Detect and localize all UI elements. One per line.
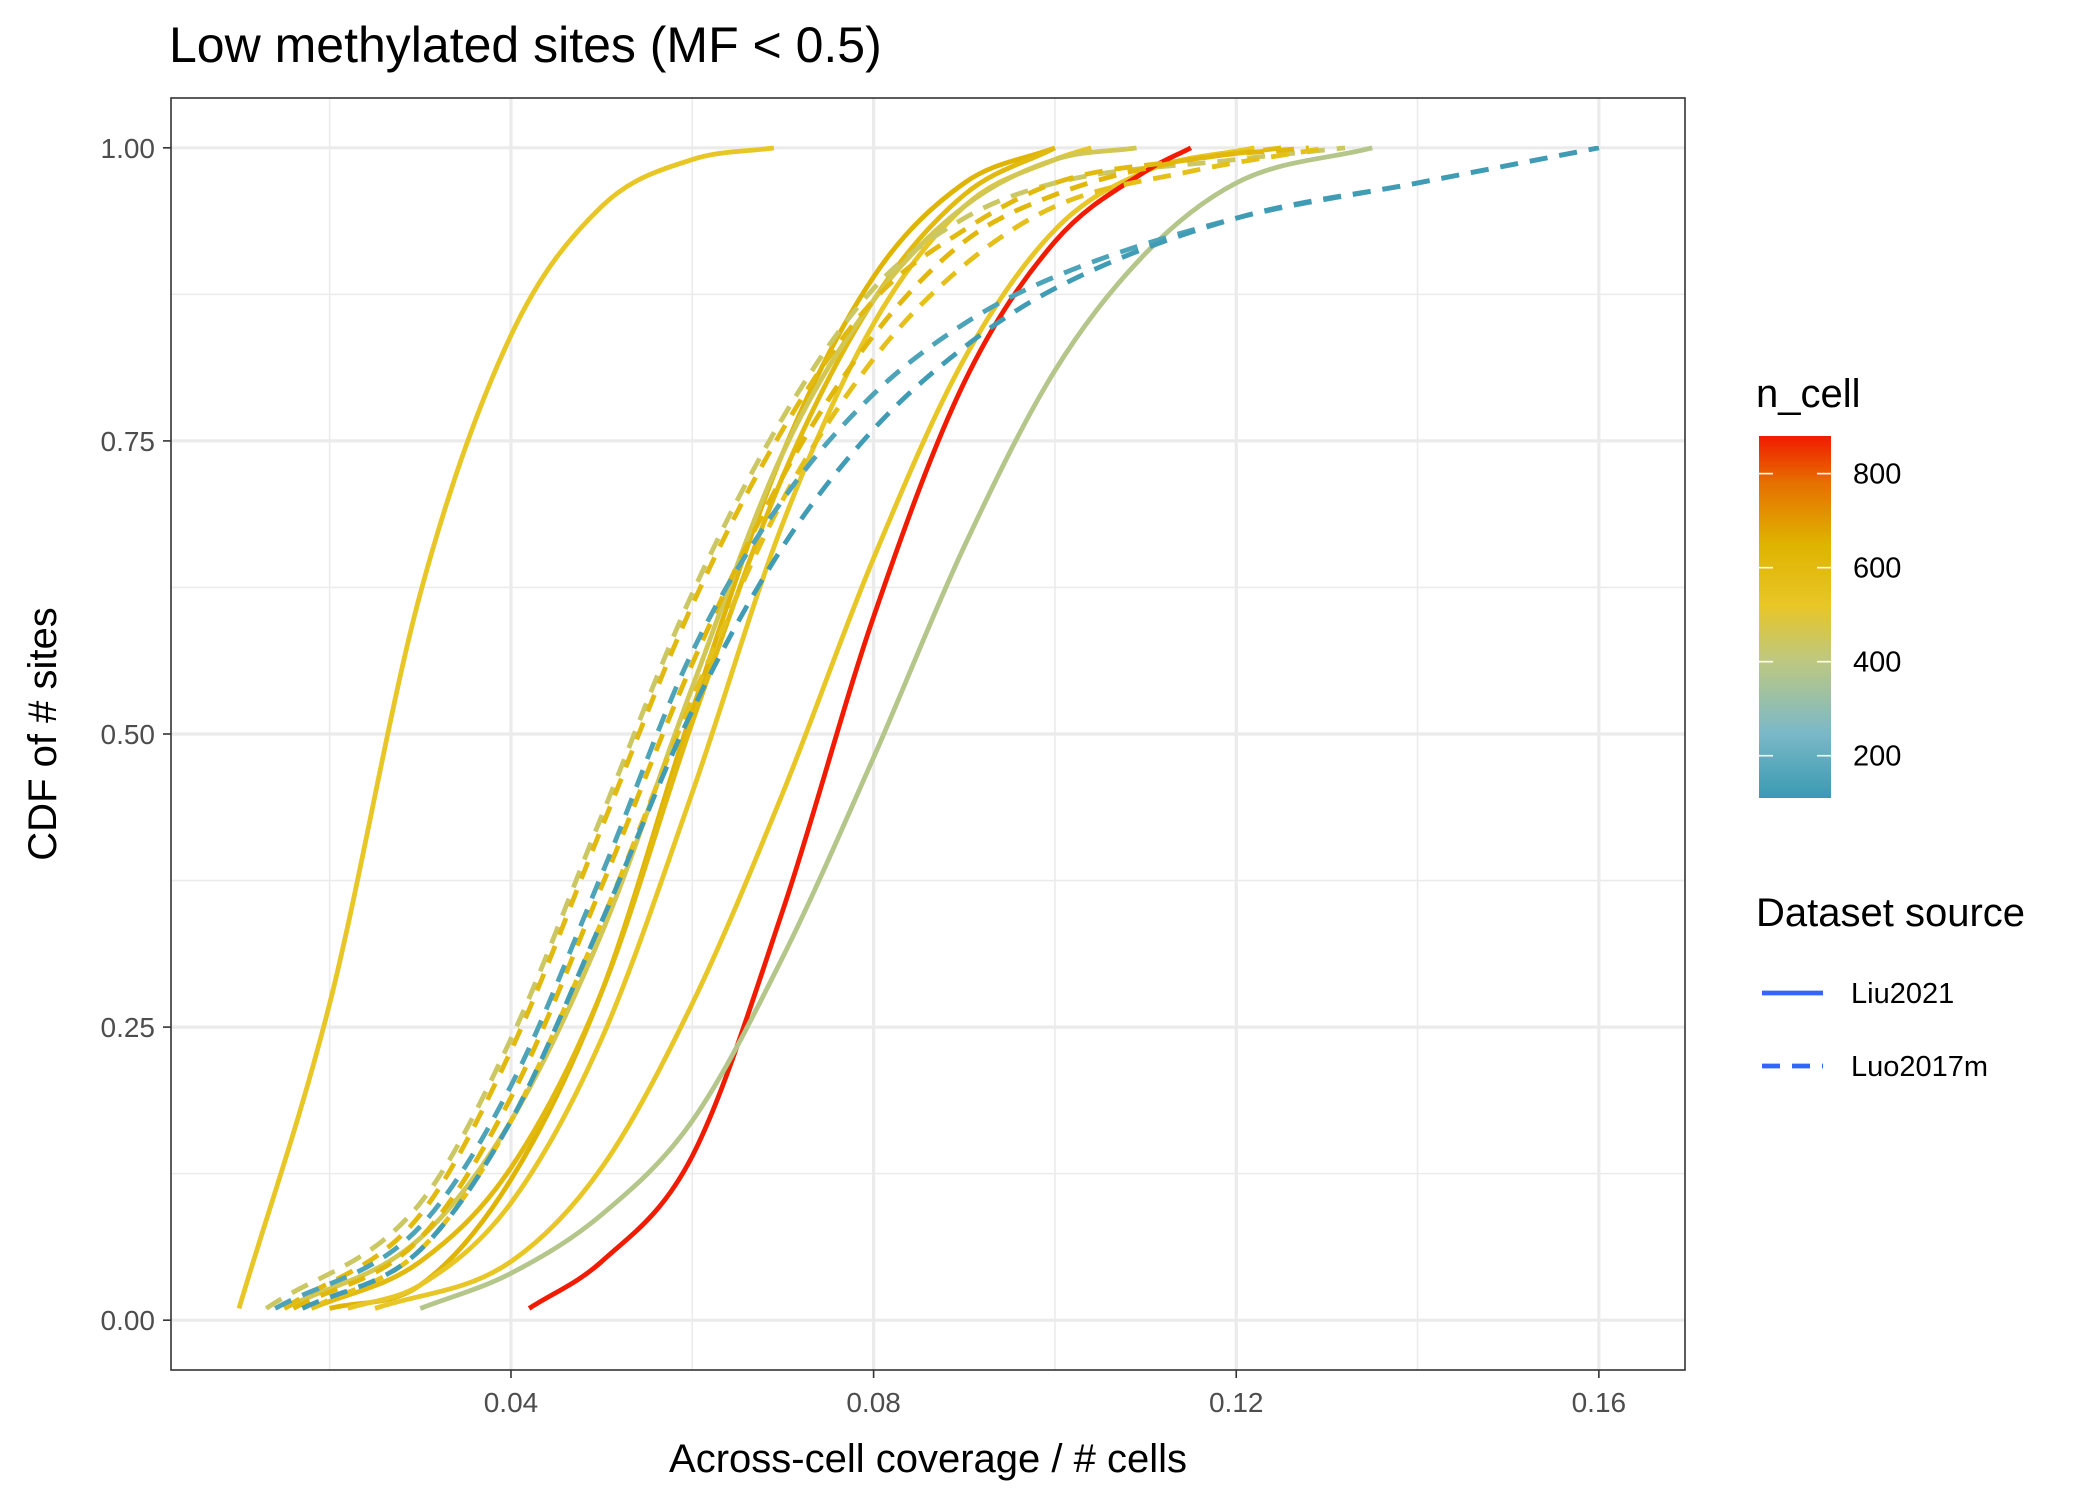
color-legend-title: n_cell: [1756, 372, 1861, 416]
linetype-entries: Liu2021 Luo2017m: [1762, 978, 1988, 1083]
colorbar-ticks: 200 400 600 800: [1759, 459, 1901, 773]
y-tick-label: 1.00: [101, 133, 156, 164]
x-axis-title: Across-cell coverage / # cells: [669, 1437, 1187, 1481]
x-tick-label: 0.08: [846, 1387, 901, 1418]
y-tick-label: 0.25: [101, 1012, 156, 1043]
plot-panel: [170, 97, 1686, 1371]
x-tick-label: 0.16: [1572, 1387, 1627, 1418]
colorbar: [1759, 436, 1831, 798]
legend-label-liu2021: Liu2021: [1851, 978, 1954, 1010]
color-legend: n_cell 200 400 600 800: [1756, 372, 1901, 798]
colorbar-tick-label: 600: [1853, 553, 1901, 585]
x-tick-label: 0.04: [484, 1387, 539, 1418]
x-axis: 0.04 0.08 0.12 0.16: [484, 1370, 1626, 1418]
y-axis-title: CDF of # sites: [21, 607, 65, 860]
series-line-luo2017m: [282, 145, 1282, 1311]
colorbar-tick-label: 800: [1853, 459, 1901, 491]
series-line-liu2021: [374, 145, 1255, 1311]
linetype-legend: Dataset source Liu2021 Luo2017m: [1756, 891, 2025, 1083]
series-line-liu2021: [310, 145, 1057, 1311]
legend-label-luo2017m: Luo2017m: [1851, 1051, 1988, 1083]
colorbar-tick-label: 200: [1853, 741, 1901, 773]
series-line-luo2017m: [264, 145, 1346, 1311]
series-line-luo2017m: [301, 145, 1600, 1311]
y-axis: 0.00 0.25 0.50 0.75 1.00: [101, 133, 171, 1336]
series-line-liu2021: [527, 145, 1193, 1311]
grid-major: [171, 98, 1685, 1370]
colorbar-tick-label: 400: [1853, 647, 1901, 679]
series-layer: [236, 145, 1600, 1311]
linetype-legend-title: Dataset source: [1756, 891, 2025, 935]
y-tick-label: 0.50: [101, 719, 156, 750]
chart-title: Low methylated sites (MF < 0.5): [169, 17, 882, 73]
x-tick-label: 0.12: [1209, 1387, 1264, 1418]
y-tick-label: 0.75: [101, 426, 156, 457]
series-line-liu2021: [236, 145, 775, 1310]
series-line-luo2017m: [292, 145, 1310, 1311]
series-line-liu2021: [283, 145, 1137, 1311]
y-tick-label: 0.00: [101, 1305, 156, 1336]
series-line-liu2021: [329, 145, 1056, 1311]
